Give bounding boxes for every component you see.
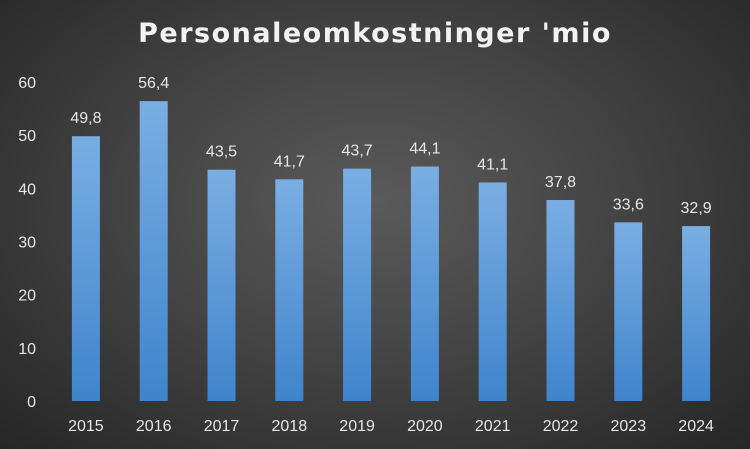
data-label: 33,6: [613, 196, 644, 213]
y-tick-label: 60: [18, 75, 36, 92]
y-tick-label: 30: [18, 235, 36, 252]
bar-2016: [139, 101, 168, 401]
y-tick-label: 10: [18, 341, 36, 358]
data-label: 56,4: [138, 75, 169, 92]
x-axis: 2015 2016 2017 2018 2019 2020 2021 2022 2023 2024: [68, 418, 714, 435]
x-tick-label: 2024: [678, 418, 714, 435]
data-label: 41,1: [477, 156, 508, 173]
bar-2023: [614, 222, 643, 401]
data-label: 41,7: [274, 153, 305, 170]
bar-2015: [71, 136, 100, 402]
y-tick-label: 40: [18, 181, 36, 198]
y-tick-label: 20: [18, 288, 36, 305]
data-labels-group: 49,8 56,4 43,5 41,7 43,7 44,1 41,1 37,8 33,6 32,9: [70, 75, 711, 217]
y-tick-label: 0: [27, 394, 36, 411]
bar-2021: [478, 182, 507, 401]
bar-2017: [207, 169, 236, 401]
x-tick-label: 2019: [339, 418, 375, 435]
x-tick-label: 2015: [68, 418, 104, 435]
x-tick-label: 2016: [136, 418, 172, 435]
bar-2020: [410, 166, 439, 401]
data-label: 32,9: [681, 200, 712, 217]
x-tick-label: 2023: [611, 418, 647, 435]
y-axis: 0 10 20 30 40 50 60: [18, 75, 36, 411]
bars-group: [71, 101, 711, 402]
data-label: 37,8: [545, 174, 576, 191]
x-tick-label: 2018: [272, 418, 308, 435]
data-label: 43,7: [342, 143, 373, 160]
y-tick-label: 50: [18, 128, 36, 145]
bar-2024: [682, 226, 711, 401]
x-tick-label: 2021: [475, 418, 511, 435]
data-label: 44,1: [409, 141, 440, 158]
chart-title: Personaleomkostninger 'mio: [138, 18, 612, 49]
x-tick-label: 2017: [204, 418, 240, 435]
x-tick-label: 2020: [407, 418, 443, 435]
bar-2019: [343, 168, 372, 401]
bar-2018: [275, 179, 304, 401]
bar-2022: [546, 200, 575, 401]
data-label: 43,5: [206, 144, 237, 161]
x-tick-label: 2022: [543, 418, 579, 435]
data-label: 49,8: [70, 110, 101, 127]
